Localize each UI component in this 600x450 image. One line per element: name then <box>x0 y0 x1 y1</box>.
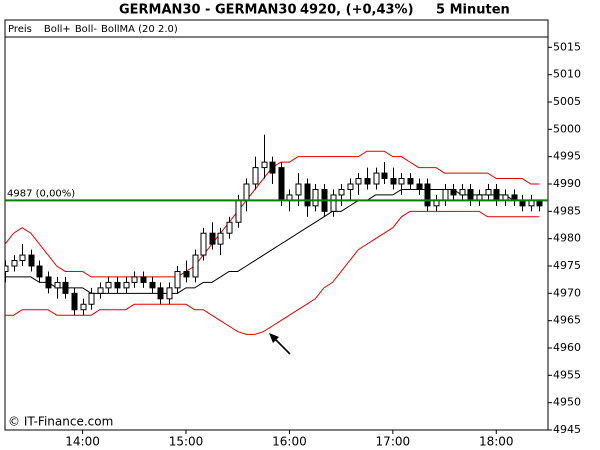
candle-body <box>390 178 397 185</box>
candle-body <box>312 188 319 207</box>
candle-body <box>459 188 466 196</box>
candle-body <box>442 188 449 201</box>
y-tick-label: 4945 <box>553 423 581 436</box>
candle-body <box>217 232 224 245</box>
candle-body <box>28 254 35 267</box>
candle-body <box>493 188 500 201</box>
candle-body <box>183 270 190 278</box>
candle-body <box>88 292 95 305</box>
x-tick-label: 14:00 <box>65 435 100 449</box>
band-line <box>5 210 540 335</box>
y-tick-label: 4950 <box>553 396 581 409</box>
candle-body <box>174 270 181 289</box>
candle-body <box>243 183 250 201</box>
candle-body <box>149 281 156 289</box>
candle-body <box>226 221 233 234</box>
y-tick-label: 4960 <box>553 341 581 354</box>
y-tick-label: 4955 <box>553 368 581 381</box>
candle-body <box>424 183 431 207</box>
y-tick-label: 4990 <box>553 177 581 190</box>
candle-body <box>269 161 276 174</box>
candle-body <box>364 178 371 185</box>
x-tick-label: 17:00 <box>376 435 411 449</box>
plot-border <box>4 19 549 431</box>
x-tick-label: 16:00 <box>272 435 307 449</box>
source: © IT-Finance.com <box>8 415 113 429</box>
candle-body <box>71 292 78 311</box>
candle-body <box>11 260 18 267</box>
candle-body <box>123 281 130 289</box>
candle-body <box>295 183 302 196</box>
x-tick-label: 15:00 <box>169 435 204 449</box>
y-tick-label: 5015 <box>553 40 581 53</box>
candle-body <box>192 254 199 278</box>
candle-body <box>131 276 138 283</box>
candle-body <box>209 232 216 245</box>
candle-body <box>338 188 345 196</box>
candle-body <box>485 188 492 196</box>
candle-body <box>381 172 388 180</box>
candle-body <box>5 265 9 272</box>
candle-body <box>278 167 285 201</box>
candle-body <box>261 161 268 169</box>
candle-body <box>450 188 457 196</box>
candle-body <box>36 265 43 278</box>
candle-body <box>416 183 423 190</box>
candle-body <box>407 178 414 185</box>
y-tick-label: 5000 <box>553 122 581 135</box>
legend-entry: Boll- <box>75 24 98 35</box>
candle-body <box>235 199 242 223</box>
candle-body <box>19 254 26 262</box>
candle-body <box>200 232 207 256</box>
y-tick-label: 4980 <box>553 232 581 245</box>
candle-body <box>252 167 259 185</box>
candle-body <box>114 281 121 289</box>
candle-body <box>330 194 337 212</box>
candle-body <box>467 188 474 201</box>
candle-body <box>54 281 61 289</box>
candle-body <box>373 172 380 185</box>
chart-title: GERMAN30 - GERMAN30 <box>119 3 297 18</box>
y-tick-label: 4985 <box>553 204 581 217</box>
candle-body <box>45 276 52 289</box>
interval: 5 Minuten <box>436 3 510 18</box>
y-tick-label: 4975 <box>553 259 581 272</box>
y-tick-label: 4970 <box>553 286 581 299</box>
candle-body <box>166 287 173 300</box>
annotation-arrowhead <box>269 333 279 343</box>
candle-body <box>157 287 164 300</box>
legend-entry: Boll+ <box>44 24 71 35</box>
y-tick-label: 5010 <box>553 68 581 81</box>
price-line-label: 4987 (0,00%) <box>7 188 75 199</box>
candle-body <box>347 183 354 190</box>
candle-body <box>62 281 69 294</box>
last-price: 4920, (+0,43%) <box>300 3 414 18</box>
plot-area <box>5 134 548 335</box>
candle-body <box>398 178 405 185</box>
candle-body <box>355 178 362 185</box>
candle-body <box>304 183 311 207</box>
candle-body <box>80 303 87 311</box>
candle-body <box>105 281 112 289</box>
y-tick-label: 4995 <box>553 150 581 163</box>
candle-body <box>140 276 147 283</box>
x-tick-label: 18:00 <box>479 435 514 449</box>
y-tick-label: 5005 <box>553 95 581 108</box>
candle-body <box>97 287 104 294</box>
legend-entry: Preis <box>8 24 32 35</box>
legend-entry: BollMA (20 2.0) <box>101 24 178 35</box>
y-tick-label: 4965 <box>553 314 581 327</box>
